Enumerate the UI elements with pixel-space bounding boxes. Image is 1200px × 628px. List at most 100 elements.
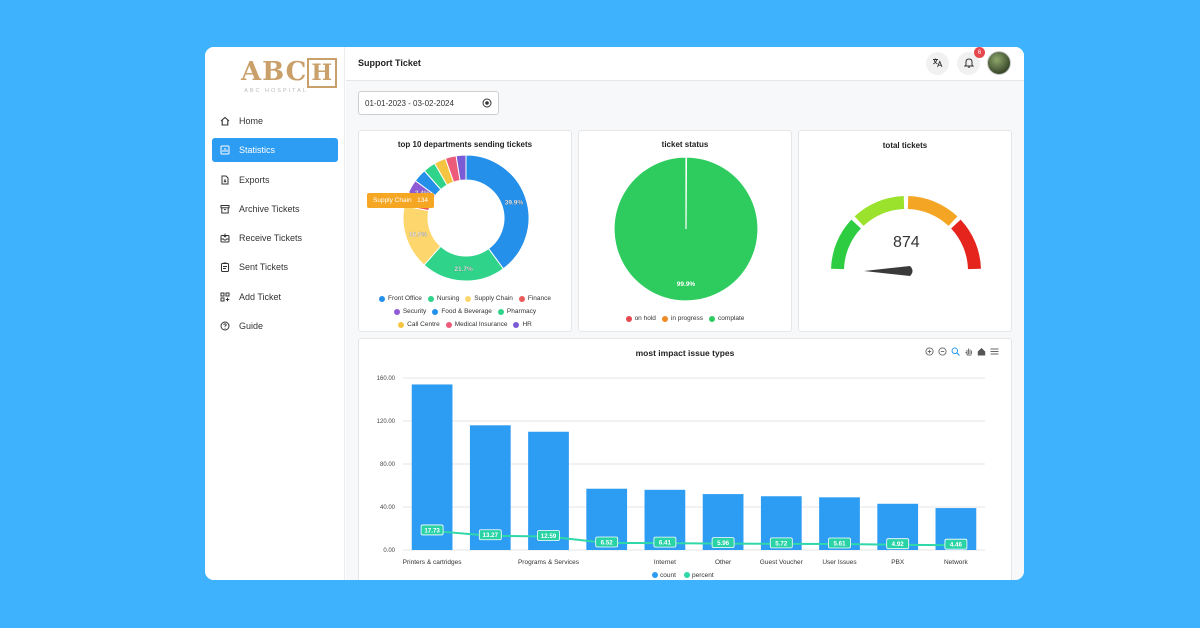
legend-label[interactable]: count — [660, 572, 676, 579]
percent-data-label: 6.52 — [601, 539, 614, 546]
slice-label: 39.9% — [505, 200, 524, 207]
status-card: ticket status 99.9% on hold in progress co… — [578, 130, 792, 332]
logo-subtitle: ABC HOSPITAL — [244, 88, 308, 94]
translate-icon — [932, 55, 943, 73]
departments-legend-item[interactable]: Call Centre — [398, 320, 440, 331]
gauge-needle — [864, 266, 913, 276]
percent-label-box — [478, 529, 502, 541]
status-title: ticket status — [661, 140, 709, 149]
x-tick-label: Internet — [654, 559, 676, 566]
departments-legend-item[interactable]: Food & Beverage — [432, 307, 492, 318]
percent-label-box — [828, 537, 851, 549]
status-legend-item[interactable]: on hold — [625, 315, 656, 322]
slice-label: 99.9% — [677, 281, 696, 288]
departments-legend-item[interactable]: Nursing — [427, 294, 459, 305]
x-tick-label: PBX — [891, 559, 905, 566]
percent-label-box — [420, 524, 444, 536]
avatar[interactable] — [987, 51, 1011, 75]
legend-label: Call Centre — [407, 320, 440, 328]
y-tick-label: 160.00 — [377, 376, 396, 382]
zoom-out-icon[interactable] — [937, 346, 947, 356]
donut-slice[interactable] — [465, 154, 530, 270]
legend-swatch — [445, 321, 452, 328]
sidebar-item-home[interactable]: Home — [212, 109, 338, 133]
home-icon — [220, 116, 230, 126]
sidebar-item-exports[interactable]: Exports — [212, 168, 338, 192]
sidebar-item-receive-tickets[interactable]: Receive Tickets — [212, 226, 338, 250]
zoom-in-icon[interactable] — [924, 346, 934, 356]
percent-data-label: 13.27 — [483, 532, 499, 539]
slice-label: 16.5% — [409, 232, 428, 239]
help-icon — [220, 321, 230, 331]
departments-legend-item[interactable]: Security — [393, 307, 426, 318]
legend-swatch — [432, 309, 439, 315]
notification-badge: 6 — [974, 47, 985, 58]
departments-legend-item[interactable]: HR — [513, 320, 532, 331]
legend-label: complate — [718, 315, 745, 322]
sidebar-item-archive-tickets[interactable]: Archive Tickets — [212, 197, 338, 221]
legend-swatch — [652, 572, 658, 578]
donut-slice[interactable] — [455, 154, 467, 182]
sidebar-item-label: Statistics — [239, 145, 276, 156]
sidebar-item-guide[interactable]: Guide — [212, 314, 338, 338]
translate-button[interactable] — [926, 52, 949, 75]
percent-data-label: 5.72 — [775, 540, 788, 547]
departments-legend-item[interactable]: Pharmacy — [497, 307, 536, 318]
legend-label: Food & Beverage — [441, 307, 492, 315]
sidebar-item-sent-tickets[interactable]: Sent Tickets — [212, 255, 338, 279]
percent-label-box — [711, 537, 735, 548]
legend-label: Finance — [527, 295, 552, 302]
departments-legend-item[interactable]: Finance — [518, 294, 552, 305]
legend-swatch — [465, 296, 472, 303]
impact-bar-chart: 0.00 40.00 80.00 120.00 160.00 17.73 13.27 12.5… — [377, 376, 985, 579]
notifications-button[interactable] — [957, 52, 980, 75]
clear-date-icon[interactable] — [482, 98, 492, 110]
percent-data-label: 5.96 — [717, 540, 730, 547]
status-legend-item[interactable]: complate — [709, 315, 744, 322]
date-range-input[interactable]: 01-01-2023 - 03-02-2024 — [358, 91, 499, 115]
pan-icon[interactable] — [963, 346, 973, 356]
gauge-segment — [951, 219, 981, 270]
x-tick-label: Guest Voucher — [760, 559, 804, 566]
legend-label[interactable]: percent — [692, 572, 714, 579]
percent-line — [432, 529, 956, 547]
bell-icon — [963, 55, 974, 73]
y-tick-label: 80.00 — [380, 462, 396, 468]
status-legend-item[interactable]: in progress — [661, 315, 704, 322]
tooltip-value: 134 — [417, 197, 428, 204]
impact-card: most impact issue types 0.00 40.00 80.00 12… — [358, 338, 1012, 580]
departments-legend-item[interactable]: Front Office — [378, 294, 422, 305]
legend-swatch — [378, 296, 385, 303]
legend-swatch — [398, 321, 405, 328]
menu-icon[interactable] — [989, 346, 999, 356]
archive-icon — [220, 204, 230, 214]
total-title: total tickets — [882, 141, 928, 150]
sidebar-item-statistics[interactable]: Statistics — [212, 138, 338, 163]
legend-label: in progress — [670, 315, 704, 322]
sidebar-item-label: Sent Tickets — [239, 262, 289, 273]
impact-title: most impact issue types — [635, 348, 735, 358]
main-content: Support Ticket 6 01-01-2023 - 03-02-2024… — [346, 47, 1024, 580]
departments-card: top 10 departments sending tickets 39.9%… — [358, 130, 572, 332]
bar[interactable] — [469, 425, 511, 550]
sidebar: ABC H ABC HOSPITAL Home Statistics Export… — [205, 47, 345, 580]
percent-data-label: 6.41 — [659, 540, 672, 547]
zoom-select-icon[interactable] — [950, 346, 960, 356]
logo: ABC H ABC HOSPITAL — [241, 57, 338, 94]
departments-legend-item[interactable]: Medical Insurance — [445, 320, 507, 331]
reset-home-icon[interactable] — [976, 346, 986, 356]
legend-label: Front Office — [387, 295, 422, 302]
logo-mark: ABC H — [241, 57, 338, 88]
sidebar-item-add-ticket[interactable]: Add Ticket — [212, 285, 338, 309]
clipboard-icon — [220, 262, 230, 273]
pie-slice[interactable] — [613, 156, 759, 302]
departments-legend-item[interactable]: Supply Chain — [465, 294, 513, 305]
percent-data-label: 12.59 — [541, 533, 557, 540]
sidebar-item-label: Guide — [239, 321, 264, 332]
departments-tooltip: Supply Chain 134 — [367, 193, 434, 208]
percent-data-label: 4.46 — [950, 542, 963, 549]
legend-swatch — [427, 296, 434, 303]
percent-data-label: 17.73 — [424, 527, 440, 534]
bar[interactable] — [411, 384, 453, 550]
slice-label: 21.7% — [454, 266, 473, 273]
